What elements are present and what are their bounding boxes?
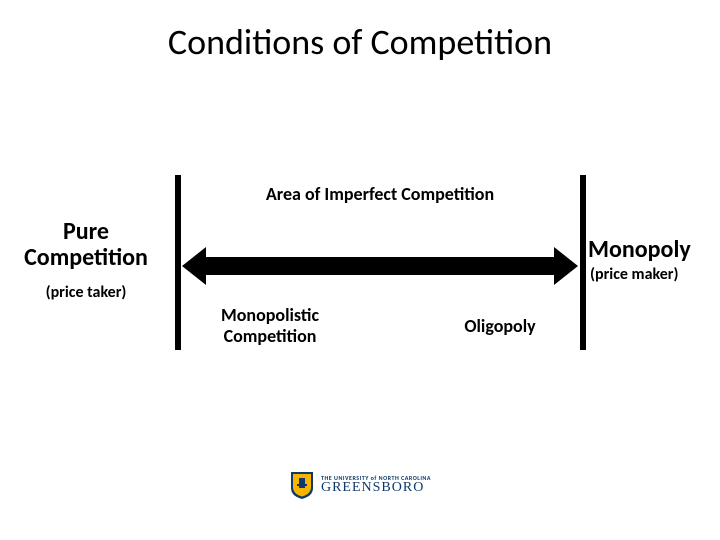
shield-icon [289, 470, 315, 500]
slide-title: Conditions of Competition [0, 20, 720, 64]
university-logo: THE UNIVERSITY of NORTH CAROLINA GREENSB… [0, 470, 720, 505]
logo-line2: GREENSBORO [321, 481, 431, 495]
right-endpoint-subtitle: (price maker) [590, 265, 720, 284]
inner-right-label: Oligopoly [430, 315, 570, 337]
arrow-head-right-icon [554, 247, 578, 285]
area-label: Area of Imperfect Competition [180, 183, 580, 205]
left-endpoint-title: Pure Competition [0, 219, 172, 272]
inner-left-label: Monopolistic Competition [190, 305, 350, 346]
double-arrow-line [202, 257, 558, 275]
right-endpoint-title: Monopoly [588, 235, 720, 264]
left-endpoint-subtitle: (price taker) [0, 283, 172, 302]
right-boundary-line [580, 175, 586, 350]
